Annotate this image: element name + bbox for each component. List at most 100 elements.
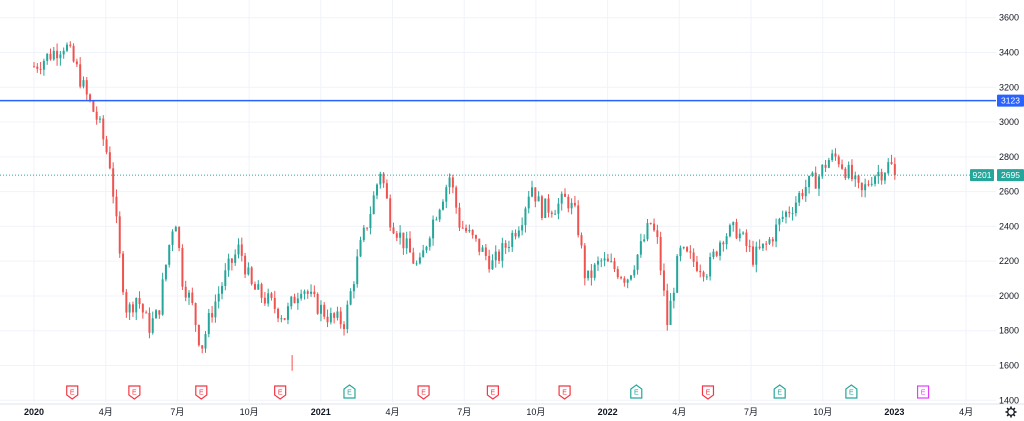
candle (366, 227, 369, 231)
earnings-marker[interactable]: E (195, 385, 208, 400)
candle (695, 255, 698, 273)
candle (765, 240, 768, 251)
candle (771, 236, 774, 247)
candle (847, 161, 850, 180)
candle (577, 200, 580, 238)
candle (128, 302, 131, 321)
candle (821, 164, 824, 179)
horizontal-level-line[interactable] (0, 99, 996, 176)
candle (33, 62, 35, 68)
earnings-marker[interactable]: E (773, 384, 786, 399)
candle (207, 308, 210, 338)
earnings-marker[interactable]: E (343, 384, 356, 399)
candle (270, 291, 273, 301)
earnings-marker[interactable]: E (845, 384, 858, 399)
candle (517, 226, 520, 239)
candle (870, 177, 873, 187)
candle (735, 218, 738, 240)
candle (702, 270, 705, 282)
candle (824, 160, 827, 173)
candle (385, 179, 388, 200)
candle (250, 266, 253, 286)
candle (191, 287, 194, 306)
candle (112, 162, 115, 204)
candle (263, 291, 266, 306)
candle (738, 228, 741, 242)
candle (880, 168, 883, 185)
time-axis[interactable]: 2020 4月 7月 10月 2021 4月 7月 10月 2022 4月 7月 10月 2023 4月 (0, 403, 1024, 417)
candle (451, 174, 454, 194)
candle (587, 270, 590, 281)
candle (854, 171, 857, 187)
candle (293, 293, 296, 304)
candle (204, 331, 207, 353)
settings-gear-icon[interactable] (1005, 406, 1017, 418)
earnings-marker[interactable]: E (66, 385, 79, 400)
candle (596, 256, 599, 271)
candle (399, 225, 402, 245)
candle (214, 294, 217, 323)
candle (49, 48, 52, 61)
svg-text:E: E (491, 390, 496, 397)
candle (336, 306, 339, 321)
earnings-marker[interactable]: E (274, 385, 287, 400)
earnings-marker[interactable]: E (128, 385, 141, 400)
candle (445, 184, 448, 209)
candle (201, 345, 204, 354)
svg-text:2695: 2695 (1001, 170, 1020, 180)
candle (656, 224, 659, 244)
candle (217, 286, 220, 309)
candle (794, 196, 797, 217)
candle (567, 194, 570, 213)
candle (379, 171, 382, 189)
candle (557, 198, 560, 220)
candle (211, 306, 214, 323)
svg-text:9201: 9201 (973, 170, 992, 180)
candle (748, 239, 751, 252)
candle (610, 253, 613, 263)
price-axis[interactable]: 3600 3400 3200 3000 2800 2600 2400 2200 2000 1800… (970, 13, 1024, 406)
earnings-marker[interactable]: E (630, 384, 643, 399)
price-tick-label: 1400 (999, 395, 1019, 405)
candle (280, 315, 283, 323)
candle (507, 240, 510, 253)
time-tick-label: 2020 (24, 407, 44, 417)
candle (778, 217, 781, 232)
earnings-marker[interactable]: E (417, 385, 430, 400)
candle (323, 302, 326, 320)
earnings-marker[interactable]: E (486, 385, 499, 400)
candle (438, 208, 441, 223)
candle (590, 264, 593, 286)
candle (676, 253, 679, 294)
candle (376, 183, 379, 200)
candle (412, 247, 415, 265)
candle (435, 216, 438, 221)
candle (679, 245, 682, 262)
svg-text:E: E (562, 390, 567, 397)
candle (620, 275, 623, 280)
candle (155, 308, 158, 319)
candle (725, 233, 728, 250)
candle (36, 63, 39, 73)
candle (102, 115, 105, 146)
candle (257, 280, 260, 290)
earnings-marker[interactable]: E (916, 385, 930, 399)
candle (623, 276, 626, 287)
price-tick-label: 2000 (999, 291, 1019, 301)
earnings-marker[interactable]: E (558, 385, 571, 400)
candle (441, 199, 444, 211)
candle (455, 185, 458, 214)
candle (174, 225, 177, 232)
candle (277, 307, 280, 323)
candle (504, 240, 507, 254)
candle (138, 291, 141, 309)
earnings-marker[interactable]: E (701, 385, 715, 400)
candle (864, 178, 867, 198)
svg-text:E: E (421, 390, 426, 397)
candle (877, 164, 880, 184)
candle (369, 206, 372, 235)
candle (468, 224, 471, 233)
candle (62, 47, 65, 59)
candle (666, 283, 669, 331)
